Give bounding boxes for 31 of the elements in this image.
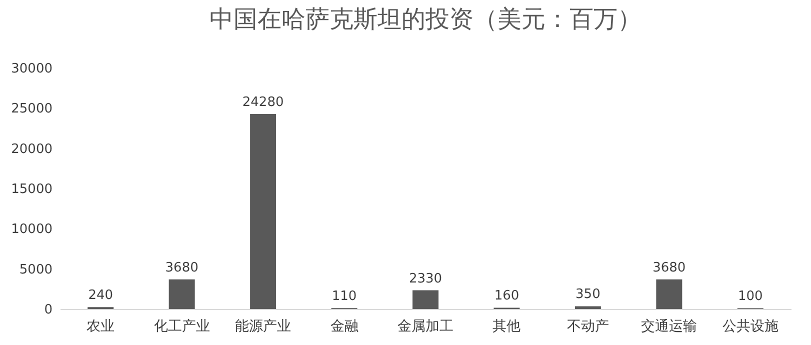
data-label: 2330 [408, 271, 442, 286]
bar [168, 279, 195, 309]
chart-title: 中国在哈萨克斯坦的投资（美元：百万） [210, 5, 642, 33]
x-tick-label: 金属加工 [398, 318, 454, 334]
x-tick-label: 交通运输 [641, 318, 698, 334]
y-tick-label: 5000 [19, 262, 52, 278]
bar [412, 290, 438, 309]
y-tick-label: 20000 [11, 142, 52, 157]
x-tick-label: 其他 [492, 318, 521, 334]
y-tick-label: 25000 [11, 102, 52, 117]
y-tick-label: 0 [44, 302, 52, 318]
data-label: 24280 [242, 94, 284, 110]
x-tick-label: 农业 [86, 318, 115, 334]
data-label: 3680 [652, 260, 686, 276]
bar [574, 306, 601, 309]
data-label: 3680 [165, 260, 198, 276]
x-tick-label: 金融 [330, 318, 358, 334]
data-label: 160 [494, 288, 520, 304]
bar [250, 114, 276, 309]
y-tick-label: 15000 [11, 182, 52, 197]
data-label: 240 [88, 288, 114, 304]
y-tick-label: 10000 [11, 222, 52, 238]
bar [656, 279, 682, 309]
x-tick-label: 化工产业 [154, 318, 210, 334]
data-label: 110 [332, 289, 357, 304]
data-label: 350 [576, 287, 600, 302]
x-tick-label: 能源产业 [235, 318, 292, 334]
x-tick-label: 不动产 [566, 318, 609, 334]
x-tick-label: 公共设施 [722, 318, 778, 334]
data-label: 100 [738, 289, 763, 304]
y-tick-label: 30000 [11, 62, 52, 76]
